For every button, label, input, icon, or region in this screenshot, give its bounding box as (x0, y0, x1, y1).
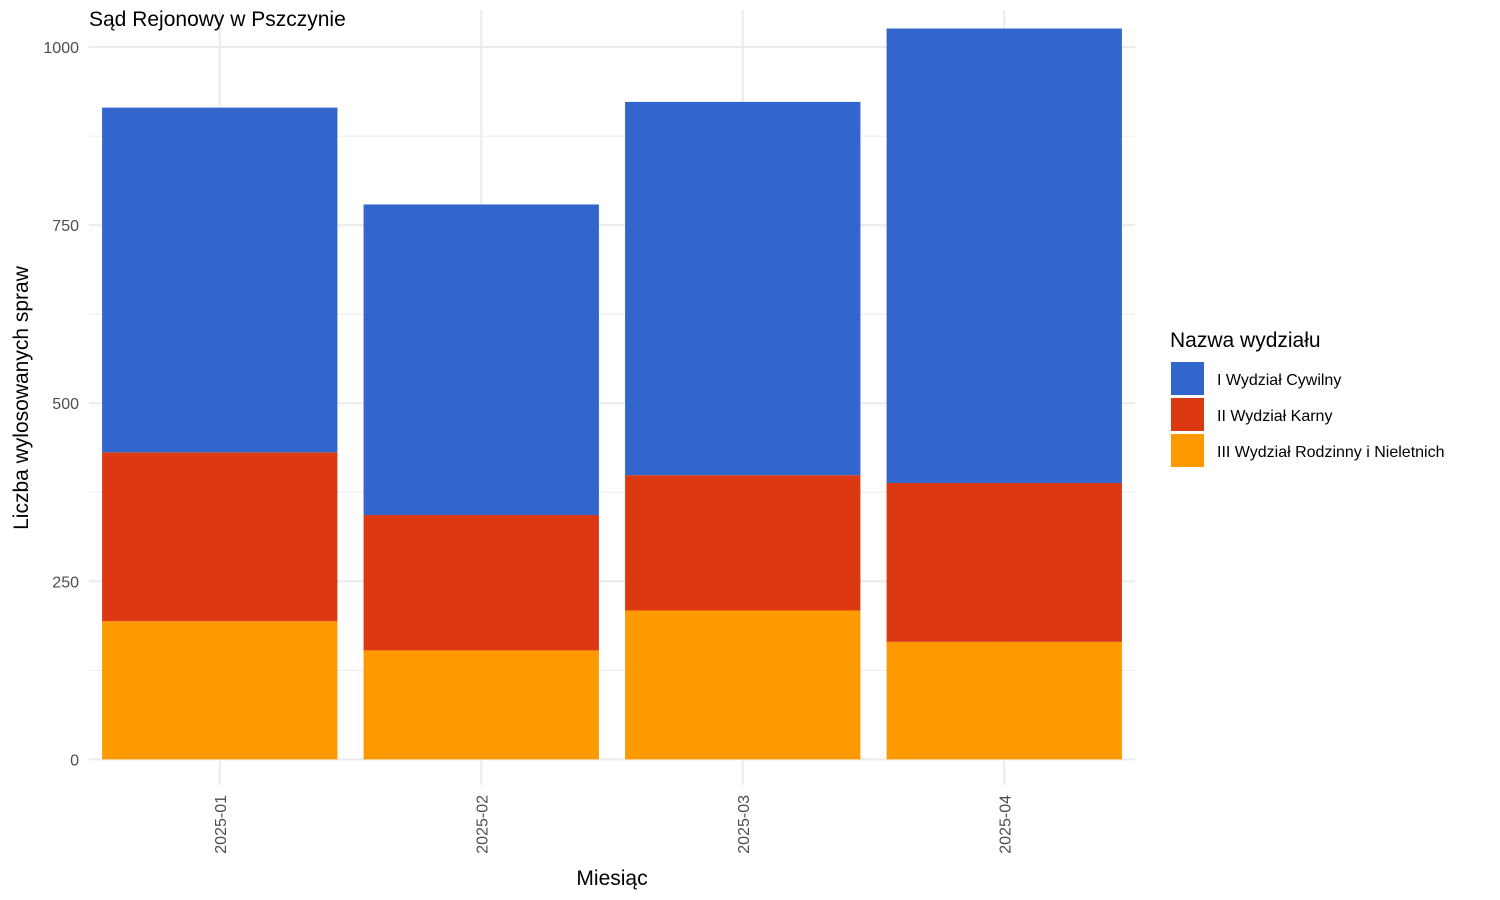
bar-2025-03-i-wydzial-cywilny (625, 101, 861, 476)
legend-items: I Wydział Cywilny II Wydział Karny III Wyd… (1171, 362, 1445, 467)
legend-label-iii-wydzial-rodzinny-i-nieletnich: III Wydział Rodzinny i Nieletnich (1217, 444, 1445, 461)
bar-2025-02-ii-wydzial-karny (363, 515, 599, 651)
legend-label-i-wydzial-cywilny: I Wydział Cywilny (1217, 372, 1341, 389)
x-axis-title: Miesiąc (576, 867, 647, 890)
bar-2025-04-ii-wydzial-karny (886, 482, 1122, 642)
bar-2025-02-iii-wydzial-rodzinny-i-nieletnich (363, 650, 599, 760)
bars (102, 28, 1122, 760)
legend-swatch-iii-wydzial-rodzinny-i-nieletnich (1171, 434, 1204, 467)
legend: Nazwa wydziału I Wydział Cywilny II Wydzi… (1170, 329, 1445, 467)
bar-2025-04-i-wydzial-cywilny (886, 28, 1122, 483)
y-tick-label: 250 (52, 574, 79, 591)
y-tick-label: 500 (52, 396, 79, 413)
bar-2025-04-iii-wydzial-rodzinny-i-nieletnich (886, 641, 1122, 760)
y-tick-labels: 0 250 500 750 1000 (43, 40, 79, 769)
y-tick-label: 1000 (43, 40, 79, 57)
bar-2025-01-iii-wydzial-rodzinny-i-nieletnich (102, 621, 338, 760)
y-tick-label: 0 (70, 752, 79, 769)
bar-2025-03-ii-wydzial-karny (625, 475, 861, 611)
chart-title: Sąd Rejonowy w Pszczynie (89, 8, 346, 31)
x-tick-label: 2025-02 (474, 795, 491, 854)
legend-swatch-ii-wydzial-karny (1171, 398, 1204, 431)
x-tick-label: 2025-03 (736, 795, 753, 854)
bar-2025-01-i-wydzial-cywilny (102, 107, 338, 453)
legend-title: Nazwa wydziału (1170, 329, 1321, 352)
legend-swatch-i-wydzial-cywilny (1171, 362, 1204, 395)
legend-label-ii-wydzial-karny: II Wydział Karny (1217, 408, 1332, 425)
bar-2025-01-ii-wydzial-karny (102, 452, 338, 622)
x-tick-labels: 2025-01 2025-02 2025-03 2025-04 (213, 795, 1015, 854)
bar-2025-02-i-wydzial-cywilny (363, 204, 599, 516)
x-tick-label: 2025-01 (213, 795, 230, 854)
y-axis-title: Liczba wylosowanych spraw (10, 265, 33, 530)
x-tick-label: 2025-04 (997, 795, 1014, 854)
y-tick-label: 750 (52, 218, 79, 235)
bar-2025-03-iii-wydzial-rodzinny-i-nieletnich (625, 610, 861, 760)
